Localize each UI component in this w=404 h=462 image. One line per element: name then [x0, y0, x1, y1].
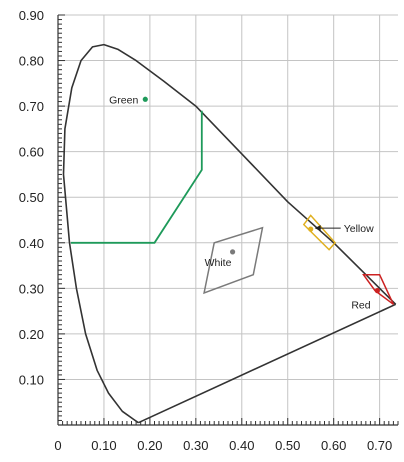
point-label: Green [109, 94, 138, 106]
y-tick-label: 0.60 [19, 145, 44, 160]
x-tick-label: 0.30 [183, 438, 208, 453]
x-tick-label: 0.40 [229, 438, 254, 453]
region-outline [70, 110, 203, 244]
point-label: Red [351, 300, 370, 312]
y-tick-label: 0.50 [19, 190, 44, 205]
x-tick-label: 0.20 [137, 438, 162, 453]
data-point [374, 288, 380, 294]
x-tick-label: 0.60 [321, 438, 346, 453]
purple-boundary-line [138, 303, 397, 424]
y-tick-label: 0.20 [19, 327, 44, 342]
region-outline [203, 226, 264, 295]
data-point [229, 249, 236, 255]
x-tick-label: 0.10 [91, 438, 116, 453]
y-tick-label: 0.80 [19, 54, 44, 69]
y-tick-label: 0.90 [19, 8, 44, 23]
x-tick-label: 0 [54, 438, 61, 453]
region-outline [362, 273, 395, 305]
spectral-locus-line [62, 43, 397, 424]
data-point [308, 226, 314, 232]
region-outline [302, 214, 337, 251]
y-tick-label: 0.40 [19, 236, 44, 251]
point-label: White [205, 257, 232, 269]
y-tick-label: 0.70 [19, 99, 44, 114]
point-label: Yellow [344, 223, 374, 235]
x-tick-label: 0.50 [275, 438, 300, 453]
data-point [142, 96, 148, 102]
y-tick-label: 0.10 [19, 372, 44, 387]
annotation-arrowhead [314, 225, 321, 232]
y-tick-label: 0.30 [19, 281, 44, 296]
x-tick-label: 0.70 [367, 438, 392, 453]
